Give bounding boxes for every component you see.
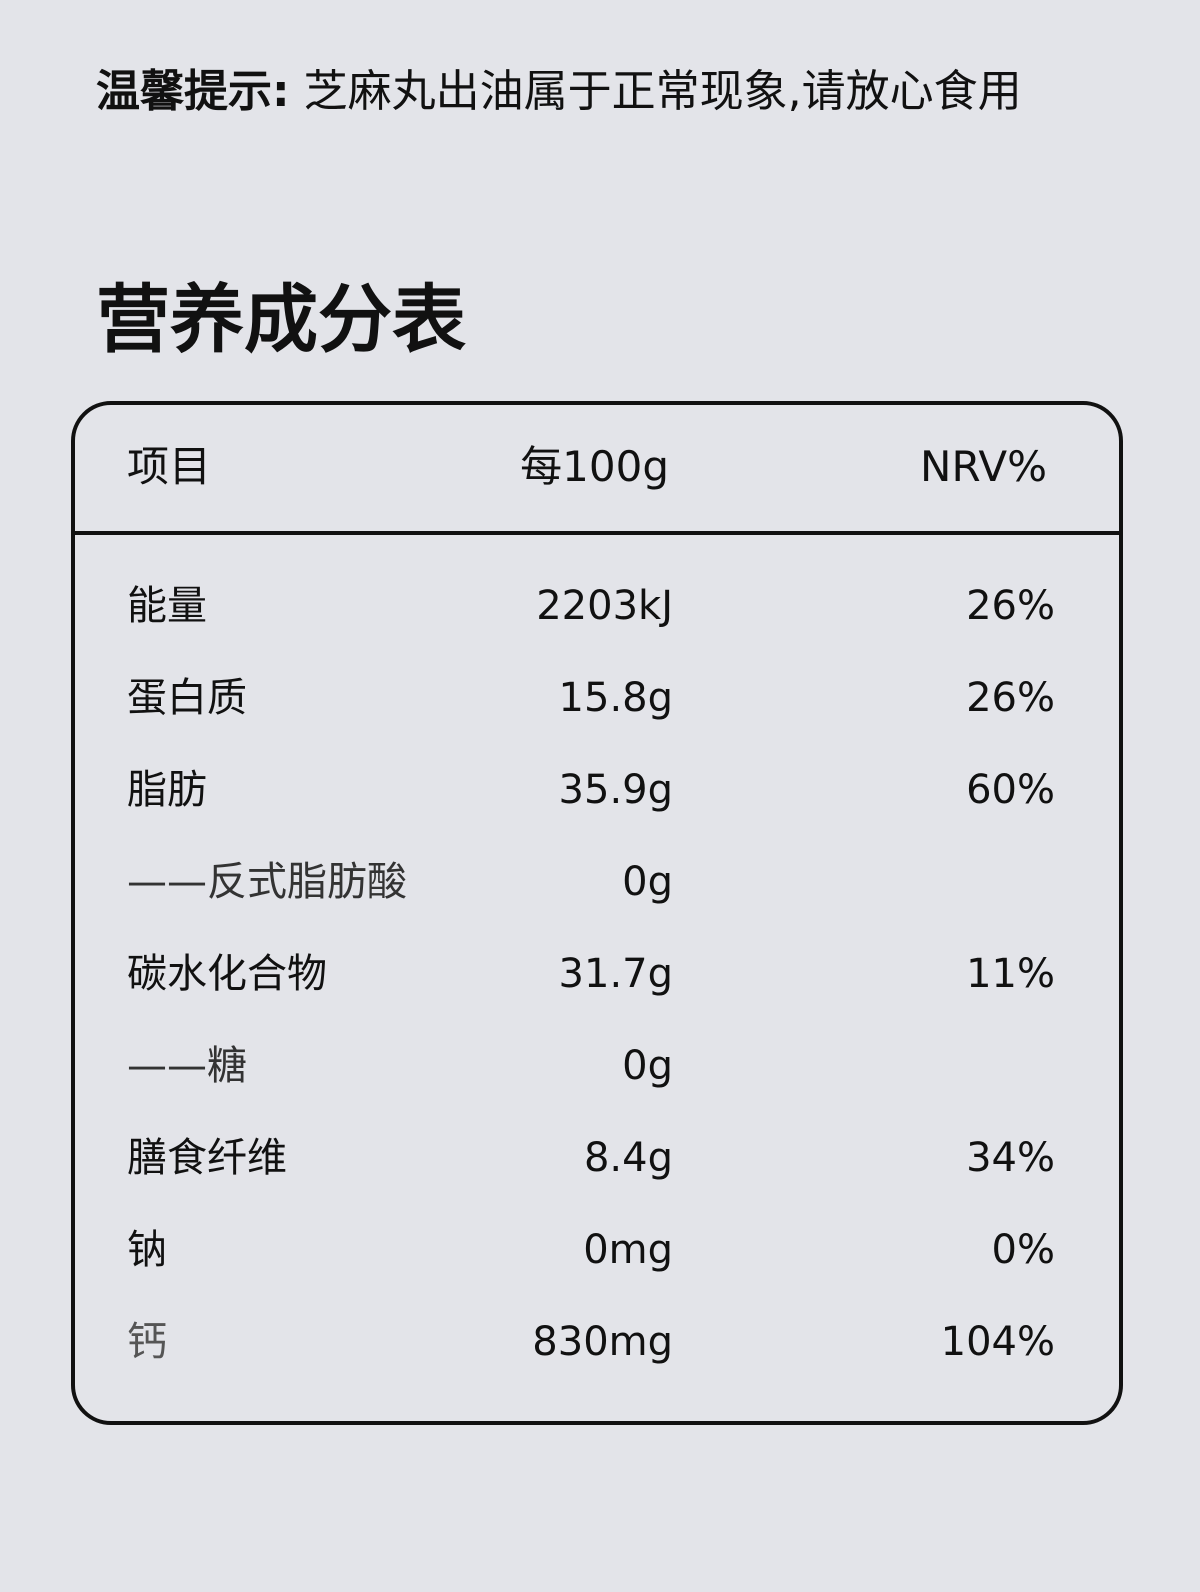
- notice-label: 温馨提示:: [96, 66, 290, 117]
- row-value: 15.8g: [558, 675, 673, 721]
- row-nrv: 26%: [966, 583, 1055, 629]
- row-value: 0mg: [583, 1227, 673, 1273]
- row-name: 脂肪: [127, 767, 207, 813]
- warm-notice: 温馨提示: 芝麻丸出油属于正常现象,请放心食用: [96, 62, 1022, 122]
- table-row: 碳水化合物 31.7g 11%: [75, 948, 1119, 1000]
- row-name: 碳水化合物: [127, 951, 327, 997]
- header-per100g: 每100g: [520, 442, 669, 491]
- row-nrv: 34%: [966, 1135, 1055, 1181]
- nutrition-table: 项目 每100g NRV% 能量 2203kJ 26% 蛋白质 15.8g 26…: [71, 401, 1123, 1425]
- row-name: 膳食纤维: [127, 1135, 287, 1181]
- header-item: 项目: [127, 442, 212, 491]
- notice-text: 芝麻丸出油属于正常现象,请放心食用: [289, 66, 1022, 117]
- row-name: 蛋白质: [127, 675, 247, 721]
- row-value: 2203kJ: [536, 583, 673, 629]
- table-header: 项目 每100g NRV%: [75, 405, 1119, 535]
- row-name: 钙: [127, 1319, 167, 1365]
- table-row: ——反式脂肪酸 0g: [75, 856, 1119, 908]
- header-nrv: NRV%: [920, 442, 1047, 491]
- table-row: 能量 2203kJ 26%: [75, 580, 1119, 632]
- table-row: 膳食纤维 8.4g 34%: [75, 1132, 1119, 1184]
- row-nrv: 104%: [940, 1319, 1055, 1365]
- table-row: 蛋白质 15.8g 26%: [75, 672, 1119, 724]
- row-value: 31.7g: [558, 951, 673, 997]
- row-value: 35.9g: [558, 767, 673, 813]
- row-name: ——反式脂肪酸: [127, 859, 407, 905]
- table-row: 钠 0mg 0%: [75, 1224, 1119, 1276]
- table-row: 脂肪 35.9g 60%: [75, 764, 1119, 816]
- row-nrv: 0%: [991, 1227, 1055, 1273]
- page-title: 营养成分表: [96, 277, 466, 363]
- row-nrv: 60%: [966, 767, 1055, 813]
- row-value: 0g: [622, 1043, 673, 1089]
- row-value: 8.4g: [583, 1135, 673, 1181]
- row-name: ——糖: [127, 1043, 247, 1089]
- row-value: 830mg: [532, 1319, 673, 1365]
- row-name: 能量: [127, 583, 207, 629]
- row-value: 0g: [622, 859, 673, 905]
- row-nrv: 26%: [966, 675, 1055, 721]
- table-row: 钙 830mg 104%: [75, 1316, 1119, 1368]
- row-name: 钠: [127, 1227, 167, 1273]
- row-nrv: 11%: [966, 951, 1055, 997]
- table-row: ——糖 0g: [75, 1040, 1119, 1092]
